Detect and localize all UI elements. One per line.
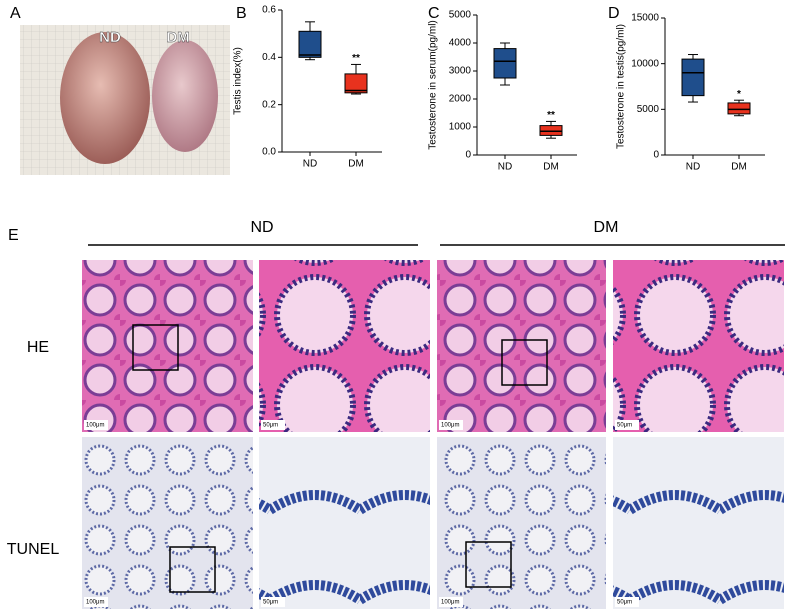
y-tick-label: 0 [653,150,659,161]
scale-bar-label: 100μm [441,423,459,429]
y-tick-label: 0.2 [262,99,276,110]
x-tick-label: ND [498,162,512,173]
y-axis-label: Testosterone in serum(pg/ml) [428,20,439,150]
testis-nd [60,32,150,164]
panel-label: E [8,227,19,244]
box [681,58,705,97]
scale-bar-label: 100μm [86,600,104,606]
scale-bar-bg [615,420,639,430]
x-tick-label: DM [543,162,559,173]
y-tick-label: 3000 [449,66,472,77]
x-tick-label: ND [303,159,317,170]
panel-label: C [428,5,440,22]
row-label: HE [27,339,49,356]
scale-bar-label: 100μm [86,423,104,429]
x-tick-label: DM [731,162,747,173]
zoom-box [465,541,512,588]
y-tick-label: 0.0 [262,147,276,158]
box [493,48,517,79]
scale-bar-label: 50μm [263,423,278,429]
scale-bar-bg [84,420,108,430]
scale-bar-label: 50μm [263,600,278,606]
x-tick-label: DM [348,159,364,170]
zoom-box [132,324,179,371]
micrograph [437,260,606,432]
y-tick-label: 10000 [631,58,659,69]
row-label: TUNEL [7,541,60,558]
y-tick-label: 5000 [449,10,472,21]
zoom-box [169,546,216,593]
testis-dm [152,40,218,152]
panel-label: A [10,5,21,22]
micrograph [437,437,606,609]
panel-label: D [608,5,620,22]
y-axis-label: Testosterone in testis(pg/ml) [616,24,627,149]
photo-label: DM [166,29,189,46]
y-tick-label: 15000 [631,13,659,24]
x-tick-label: ND [686,162,700,173]
scale-bar-bg [84,597,108,607]
box [344,73,368,94]
micrograph [613,260,784,432]
micrograph [259,437,430,609]
panel-label: B [236,5,247,22]
micrograph [82,260,253,432]
scale-bar-label: 100μm [441,600,459,606]
scale-bar-bg [439,420,463,430]
scale-bar-label: 50μm [617,600,632,606]
scale-bar-bg [261,420,285,430]
y-tick-label: 5000 [637,104,660,115]
y-tick-label: 0.4 [262,52,276,63]
y-tick-label: 0.6 [262,5,276,16]
y-tick-label: 1000 [449,122,472,133]
box [727,102,751,115]
y-tick-label: 0 [465,150,471,161]
significance: ** [352,53,360,64]
micrograph [613,437,784,609]
micrographs: 100μm 50μm 100μm 50μm 100μm 50μm 100μm 50μm [82,260,784,609]
micrograph [259,260,430,432]
group-header: DM [594,219,619,236]
scale-bar-label: 50μm [617,423,632,429]
y-axis-label: Testis index(%) [233,47,244,115]
scale-bar-bg [439,597,463,607]
y-tick-label: 4000 [449,38,472,49]
significance: ** [547,110,555,121]
group-header: ND [250,219,273,236]
y-tick-label: 2000 [449,94,472,105]
scale-bar-bg [615,597,639,607]
micrograph [82,437,253,609]
significance: * [737,89,741,100]
photo-label: ND [99,29,121,46]
scale-bar-bg [261,597,285,607]
box [298,30,322,58]
zoom-box [501,339,548,386]
